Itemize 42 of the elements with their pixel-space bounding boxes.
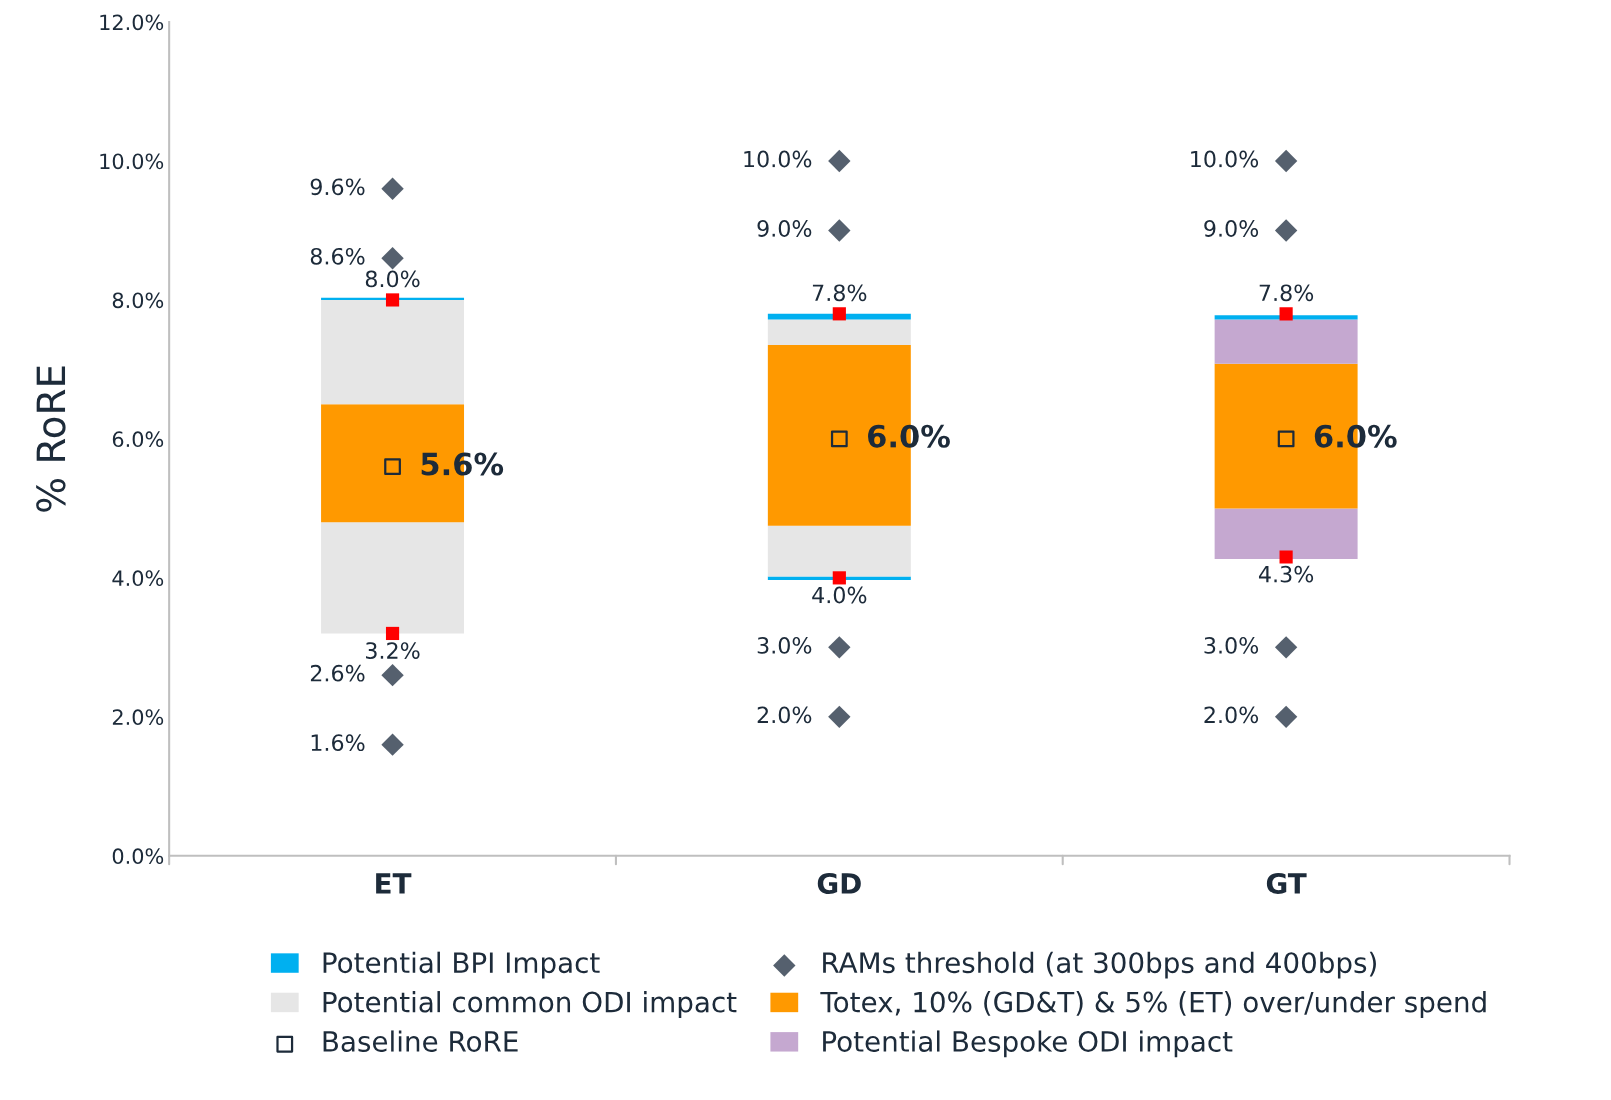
data-label: 9.0% xyxy=(757,220,812,237)
data-label: 4.0% xyxy=(812,586,867,604)
legend-label: Baseline RoRE xyxy=(323,1030,518,1052)
legend-label: Totex, 10% (GD&T) & 5% (ET) over/under spend xyxy=(820,991,1486,1018)
y-tick-label: 12.0% xyxy=(100,14,164,31)
data-label: 7.8% xyxy=(812,284,867,302)
y-tick-label: 8.0% xyxy=(112,292,164,309)
data-label: 8.6% xyxy=(310,247,365,265)
legend-label: Potential common ODI impact xyxy=(323,991,737,1018)
data-label: 2.0% xyxy=(757,706,812,724)
legend-label: Potential BPI Impact xyxy=(323,951,600,979)
x-tick-label: GD xyxy=(817,872,861,894)
bar xyxy=(321,299,465,405)
data-label: 3.0% xyxy=(1204,636,1259,654)
data-label: 9.6% xyxy=(310,178,365,196)
data-label: 7.8% xyxy=(1259,284,1314,302)
bar xyxy=(321,522,465,634)
bar xyxy=(767,576,911,580)
legend-label: Potential Bespoke ODI impact xyxy=(823,1030,1233,1058)
data-label: 2.6% xyxy=(310,664,365,682)
data-label: 3.0% xyxy=(757,636,812,654)
y-tick-label: 2.0% xyxy=(112,709,164,726)
bar xyxy=(1214,319,1358,364)
data-label: 4.3% xyxy=(1258,565,1314,583)
x-tick-label: ET xyxy=(376,873,412,894)
bar xyxy=(767,525,911,577)
y-tick-label: 10.0% xyxy=(100,153,164,170)
data-label: 2.0% xyxy=(1204,706,1259,724)
bar xyxy=(767,319,911,346)
bar xyxy=(1214,508,1358,560)
data-label: 10.0% xyxy=(744,150,812,168)
y-axis-title: % RoRE xyxy=(36,366,66,512)
data-label: 1.6% xyxy=(311,734,365,752)
y-tick-label: 4.0% xyxy=(112,570,164,587)
legend-label: RAMs threshold (at 300bps and 400bps) xyxy=(823,951,1376,979)
data-label: 9.0% xyxy=(1204,220,1259,237)
data-label: 10.0% xyxy=(1191,150,1259,168)
data-label: 3.2% xyxy=(366,642,420,659)
y-tick-label: 0.0% xyxy=(112,848,164,865)
x-tick-label: GT xyxy=(1266,872,1307,894)
y-tick-label: 6.0% xyxy=(112,431,164,448)
data-label: 8.0% xyxy=(365,270,420,288)
